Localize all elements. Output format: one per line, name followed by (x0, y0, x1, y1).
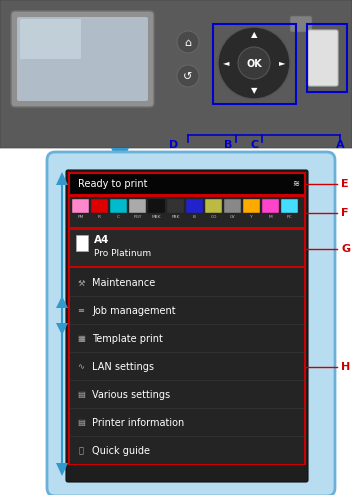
FancyBboxPatch shape (69, 196, 305, 228)
Circle shape (238, 47, 270, 79)
Text: ↺: ↺ (183, 72, 193, 82)
Text: B: B (193, 215, 196, 219)
Circle shape (177, 31, 199, 53)
Bar (110, 199, 127, 213)
Text: ≋: ≋ (293, 180, 300, 189)
Bar (205, 199, 222, 213)
Text: C: C (117, 215, 120, 219)
Bar (281, 199, 298, 213)
Text: Maintenance: Maintenance (92, 278, 155, 288)
Text: Various settings: Various settings (92, 390, 170, 400)
Text: Pro Platinum: Pro Platinum (94, 248, 151, 257)
Bar (70, 437, 304, 464)
Text: ◄: ◄ (223, 58, 229, 67)
Text: E: E (341, 179, 348, 189)
FancyBboxPatch shape (66, 170, 308, 482)
FancyBboxPatch shape (11, 11, 154, 107)
Text: GY: GY (230, 215, 235, 219)
Text: ⌂: ⌂ (184, 38, 191, 48)
Text: C: C (251, 140, 259, 150)
Text: Job management: Job management (92, 306, 176, 316)
FancyBboxPatch shape (69, 229, 305, 267)
Bar (70, 268, 304, 296)
Text: ►: ► (279, 58, 285, 67)
Bar (76, 235, 88, 251)
FancyBboxPatch shape (290, 16, 312, 32)
Text: Quick guide: Quick guide (92, 446, 150, 456)
FancyBboxPatch shape (20, 19, 81, 59)
Text: D: D (169, 140, 178, 150)
Polygon shape (56, 296, 68, 308)
Bar (307, 24, 347, 92)
Bar (224, 199, 241, 213)
Bar (70, 409, 304, 436)
Bar (243, 199, 260, 213)
Text: LAN settings: LAN settings (92, 362, 154, 372)
Bar (148, 199, 165, 213)
Polygon shape (111, 148, 129, 167)
Text: G: G (341, 244, 350, 254)
Text: Ready to print: Ready to print (78, 179, 147, 189)
Text: MBK: MBK (152, 215, 161, 219)
Bar (70, 297, 304, 324)
Bar (213, 24, 296, 104)
Bar (70, 381, 304, 408)
Bar (167, 199, 184, 213)
FancyBboxPatch shape (17, 17, 148, 101)
Circle shape (218, 27, 290, 99)
Text: ▦: ▦ (77, 335, 85, 344)
Text: H: H (341, 362, 350, 372)
Polygon shape (56, 323, 68, 335)
Text: ∿: ∿ (77, 362, 84, 372)
Text: M: M (269, 215, 272, 219)
Text: ▲: ▲ (251, 31, 257, 40)
Polygon shape (56, 172, 68, 185)
Text: Y: Y (250, 215, 253, 219)
Text: ▤: ▤ (77, 391, 85, 399)
Text: R: R (98, 215, 101, 219)
Bar (70, 353, 304, 380)
Text: PGY: PGY (133, 215, 142, 219)
FancyBboxPatch shape (69, 173, 305, 195)
Text: Printer information: Printer information (92, 418, 184, 428)
Bar (129, 199, 146, 213)
Text: F: F (341, 208, 348, 218)
Text: A4: A4 (94, 235, 109, 245)
Text: PM: PM (77, 215, 84, 219)
Text: ▼: ▼ (251, 87, 257, 96)
Bar (91, 199, 108, 213)
Text: CO: CO (210, 215, 217, 219)
Text: ≡: ≡ (77, 306, 84, 315)
Text: PBK: PBK (171, 215, 180, 219)
Text: ⚒: ⚒ (77, 279, 85, 288)
Bar (72, 199, 89, 213)
Text: Template print: Template print (92, 334, 163, 344)
FancyBboxPatch shape (0, 0, 352, 148)
Circle shape (177, 65, 199, 87)
FancyBboxPatch shape (47, 152, 335, 495)
Text: OK: OK (246, 59, 262, 69)
Text: ▤: ▤ (77, 418, 85, 428)
Bar (186, 199, 203, 213)
Text: A: A (336, 140, 344, 150)
Polygon shape (56, 463, 68, 476)
FancyBboxPatch shape (308, 30, 338, 86)
Text: ⓘ: ⓘ (78, 446, 83, 455)
Bar (262, 199, 279, 213)
Bar (70, 325, 304, 352)
Text: PC: PC (287, 215, 292, 219)
Text: B: B (224, 140, 232, 150)
